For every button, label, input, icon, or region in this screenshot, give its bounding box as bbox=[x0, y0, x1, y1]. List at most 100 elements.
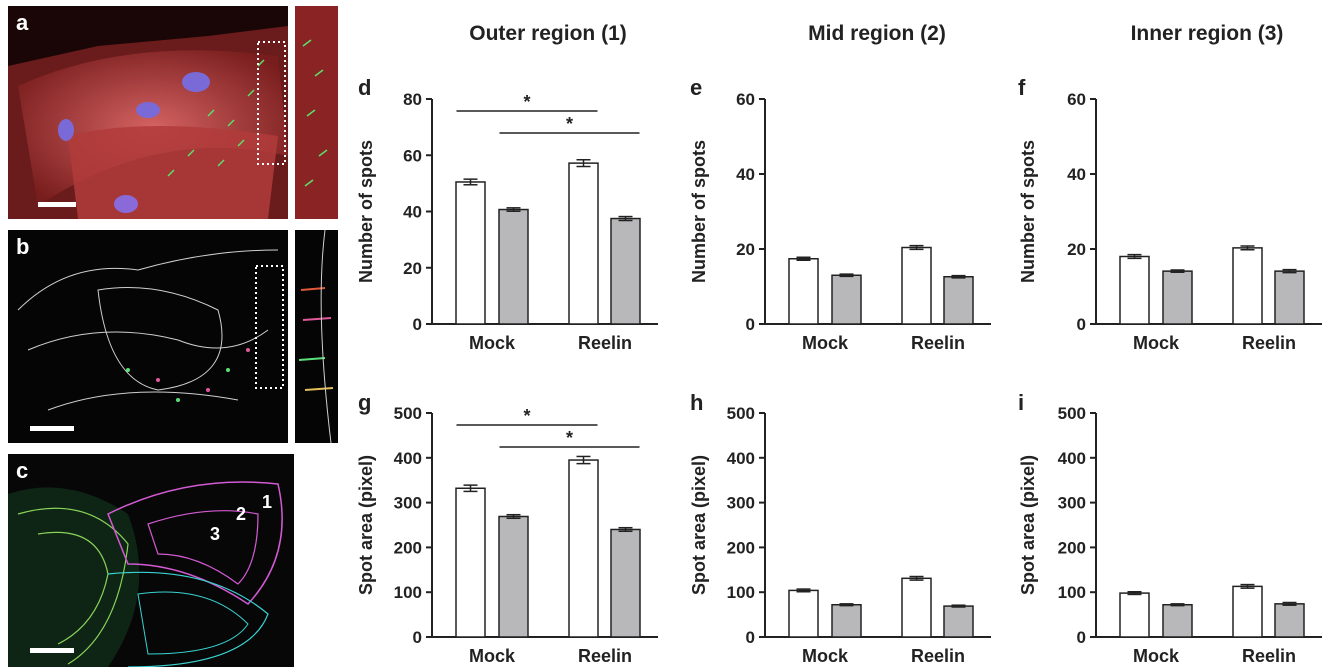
x-tick-label-h: Mock bbox=[802, 646, 849, 666]
bar-h-reelin-1 bbox=[943, 605, 974, 638]
significance-star-d: * bbox=[566, 114, 573, 134]
region-label-1: 1 bbox=[262, 492, 273, 512]
x-tick-label-i: Mock bbox=[1133, 646, 1180, 666]
micrograph-a-inset bbox=[295, 6, 338, 219]
bar-i-reelin-0 bbox=[1232, 585, 1263, 638]
column-title-mid: Mid region (2) bbox=[808, 22, 946, 45]
scale-bar-b bbox=[30, 426, 74, 431]
bar-e-mock-1 bbox=[831, 274, 862, 325]
micrograph-a-inset-image bbox=[295, 6, 338, 219]
y-tick-label-h: 500 bbox=[727, 404, 755, 423]
bar-e-reelin-0 bbox=[901, 246, 932, 325]
panel-letter-f: f bbox=[1018, 75, 1026, 100]
y-tick-label-h: 300 bbox=[727, 494, 755, 513]
significance-star-g: * bbox=[566, 428, 573, 448]
y-tick-label-g: 100 bbox=[394, 583, 422, 602]
bar-g-reelin-1 bbox=[610, 528, 641, 638]
y-tick-label-e: 40 bbox=[736, 165, 755, 184]
panel-letter-e: e bbox=[690, 75, 702, 100]
bar-g-mock-1 bbox=[498, 515, 529, 638]
y-tick-label-h: 400 bbox=[727, 449, 755, 468]
bar-f-reelin-0 bbox=[1232, 247, 1263, 325]
bar-h-mock-0 bbox=[788, 589, 819, 638]
y-tick-label-i: 0 bbox=[1077, 628, 1086, 647]
micrograph-b: b bbox=[8, 230, 288, 443]
panel-letter-a: a bbox=[16, 10, 29, 35]
micrograph-b-inset-image bbox=[295, 230, 338, 443]
y-axis-label-e: Number of spots bbox=[689, 140, 709, 283]
y-tick-label-g: 0 bbox=[413, 628, 422, 647]
y-axis-label-h: Spot area (pixel) bbox=[689, 455, 709, 595]
y-tick-label-d: 40 bbox=[403, 203, 422, 222]
column-title-outer: Outer region (1) bbox=[469, 22, 627, 45]
bar-e-reelin-1 bbox=[943, 276, 974, 325]
micrograph-c: c 1 2 3 bbox=[8, 454, 294, 667]
micrograph-b-image bbox=[8, 230, 288, 443]
y-axis-label-g: Spot area (pixel) bbox=[356, 455, 376, 595]
bar-d-reelin-1 bbox=[610, 217, 641, 325]
y-tick-label-i: 400 bbox=[1058, 449, 1086, 468]
y-tick-label-h: 0 bbox=[746, 628, 755, 647]
bar-d-mock-0 bbox=[455, 181, 486, 325]
y-tick-label-g: 200 bbox=[394, 538, 422, 557]
y-tick-label-i: 500 bbox=[1058, 404, 1086, 423]
x-tick-label-e: Mock bbox=[802, 333, 849, 353]
y-axis-label-d: Number of spots bbox=[356, 140, 376, 283]
bar-f-reelin-1 bbox=[1274, 270, 1305, 325]
panel-letter-g: g bbox=[358, 390, 371, 415]
y-tick-label-e: 0 bbox=[746, 315, 755, 334]
y-tick-label-f: 20 bbox=[1067, 240, 1086, 259]
y-tick-label-i: 300 bbox=[1058, 494, 1086, 513]
y-tick-label-f: 60 bbox=[1067, 90, 1086, 109]
y-tick-label-i: 100 bbox=[1058, 583, 1086, 602]
y-tick-label-d: 20 bbox=[403, 259, 422, 278]
significance-star-d: * bbox=[523, 92, 530, 112]
y-tick-label-d: 60 bbox=[403, 146, 422, 165]
scale-bar-c bbox=[30, 648, 74, 653]
region-label-3: 3 bbox=[210, 524, 221, 544]
panel-letter-d: d bbox=[358, 75, 371, 100]
y-tick-label-d: 80 bbox=[403, 90, 422, 109]
bar-f-mock-1 bbox=[1162, 270, 1193, 325]
y-tick-label-i: 200 bbox=[1058, 538, 1086, 557]
scale-bar-a bbox=[38, 202, 76, 207]
y-tick-label-f: 0 bbox=[1077, 315, 1086, 334]
bar-d-reelin-0 bbox=[568, 162, 599, 325]
bar-i-mock-1 bbox=[1162, 603, 1193, 638]
bar-f-mock-0 bbox=[1119, 255, 1150, 325]
micrograph-c-image bbox=[8, 454, 294, 667]
significance-star-g: * bbox=[523, 406, 530, 426]
micrograph-b-inset bbox=[295, 230, 338, 443]
bar-h-mock-1 bbox=[831, 603, 862, 638]
panel-letter-h: h bbox=[690, 390, 703, 415]
y-tick-label-h: 100 bbox=[727, 583, 755, 602]
x-tick-label-e: Reelin bbox=[911, 333, 965, 353]
y-tick-label-g: 500 bbox=[394, 404, 422, 423]
x-tick-label-d: Mock bbox=[469, 333, 516, 353]
y-tick-label-f: 40 bbox=[1067, 165, 1086, 184]
panel-letter-i: i bbox=[1018, 390, 1024, 415]
panel-letter-b: b bbox=[16, 234, 30, 259]
x-tick-label-f: Reelin bbox=[1242, 333, 1296, 353]
y-tick-label-h: 200 bbox=[727, 538, 755, 557]
bar-i-reelin-1 bbox=[1274, 603, 1305, 638]
x-tick-label-g: Reelin bbox=[578, 646, 632, 666]
y-axis-label-i: Spot area (pixel) bbox=[1018, 455, 1038, 595]
x-tick-label-g: Mock bbox=[469, 646, 516, 666]
bar-h-reelin-0 bbox=[901, 577, 932, 638]
panel-letter-c: c bbox=[16, 458, 29, 483]
bar-i-mock-0 bbox=[1119, 592, 1150, 638]
micrograph-a-image bbox=[8, 6, 288, 219]
y-tick-label-e: 20 bbox=[736, 240, 755, 259]
region-label-2: 2 bbox=[236, 504, 247, 524]
y-axis-label-f: Number of spots bbox=[1018, 140, 1038, 283]
micrograph-a: a bbox=[8, 6, 288, 219]
y-tick-label-e: 60 bbox=[736, 90, 755, 109]
y-tick-label-g: 300 bbox=[394, 494, 422, 513]
x-tick-label-d: Reelin bbox=[578, 333, 632, 353]
x-tick-label-h: Reelin bbox=[911, 646, 965, 666]
bar-e-mock-0 bbox=[788, 258, 819, 325]
bar-g-reelin-0 bbox=[568, 459, 599, 638]
x-tick-label-f: Mock bbox=[1133, 333, 1180, 353]
x-tick-label-i: Reelin bbox=[1242, 646, 1296, 666]
